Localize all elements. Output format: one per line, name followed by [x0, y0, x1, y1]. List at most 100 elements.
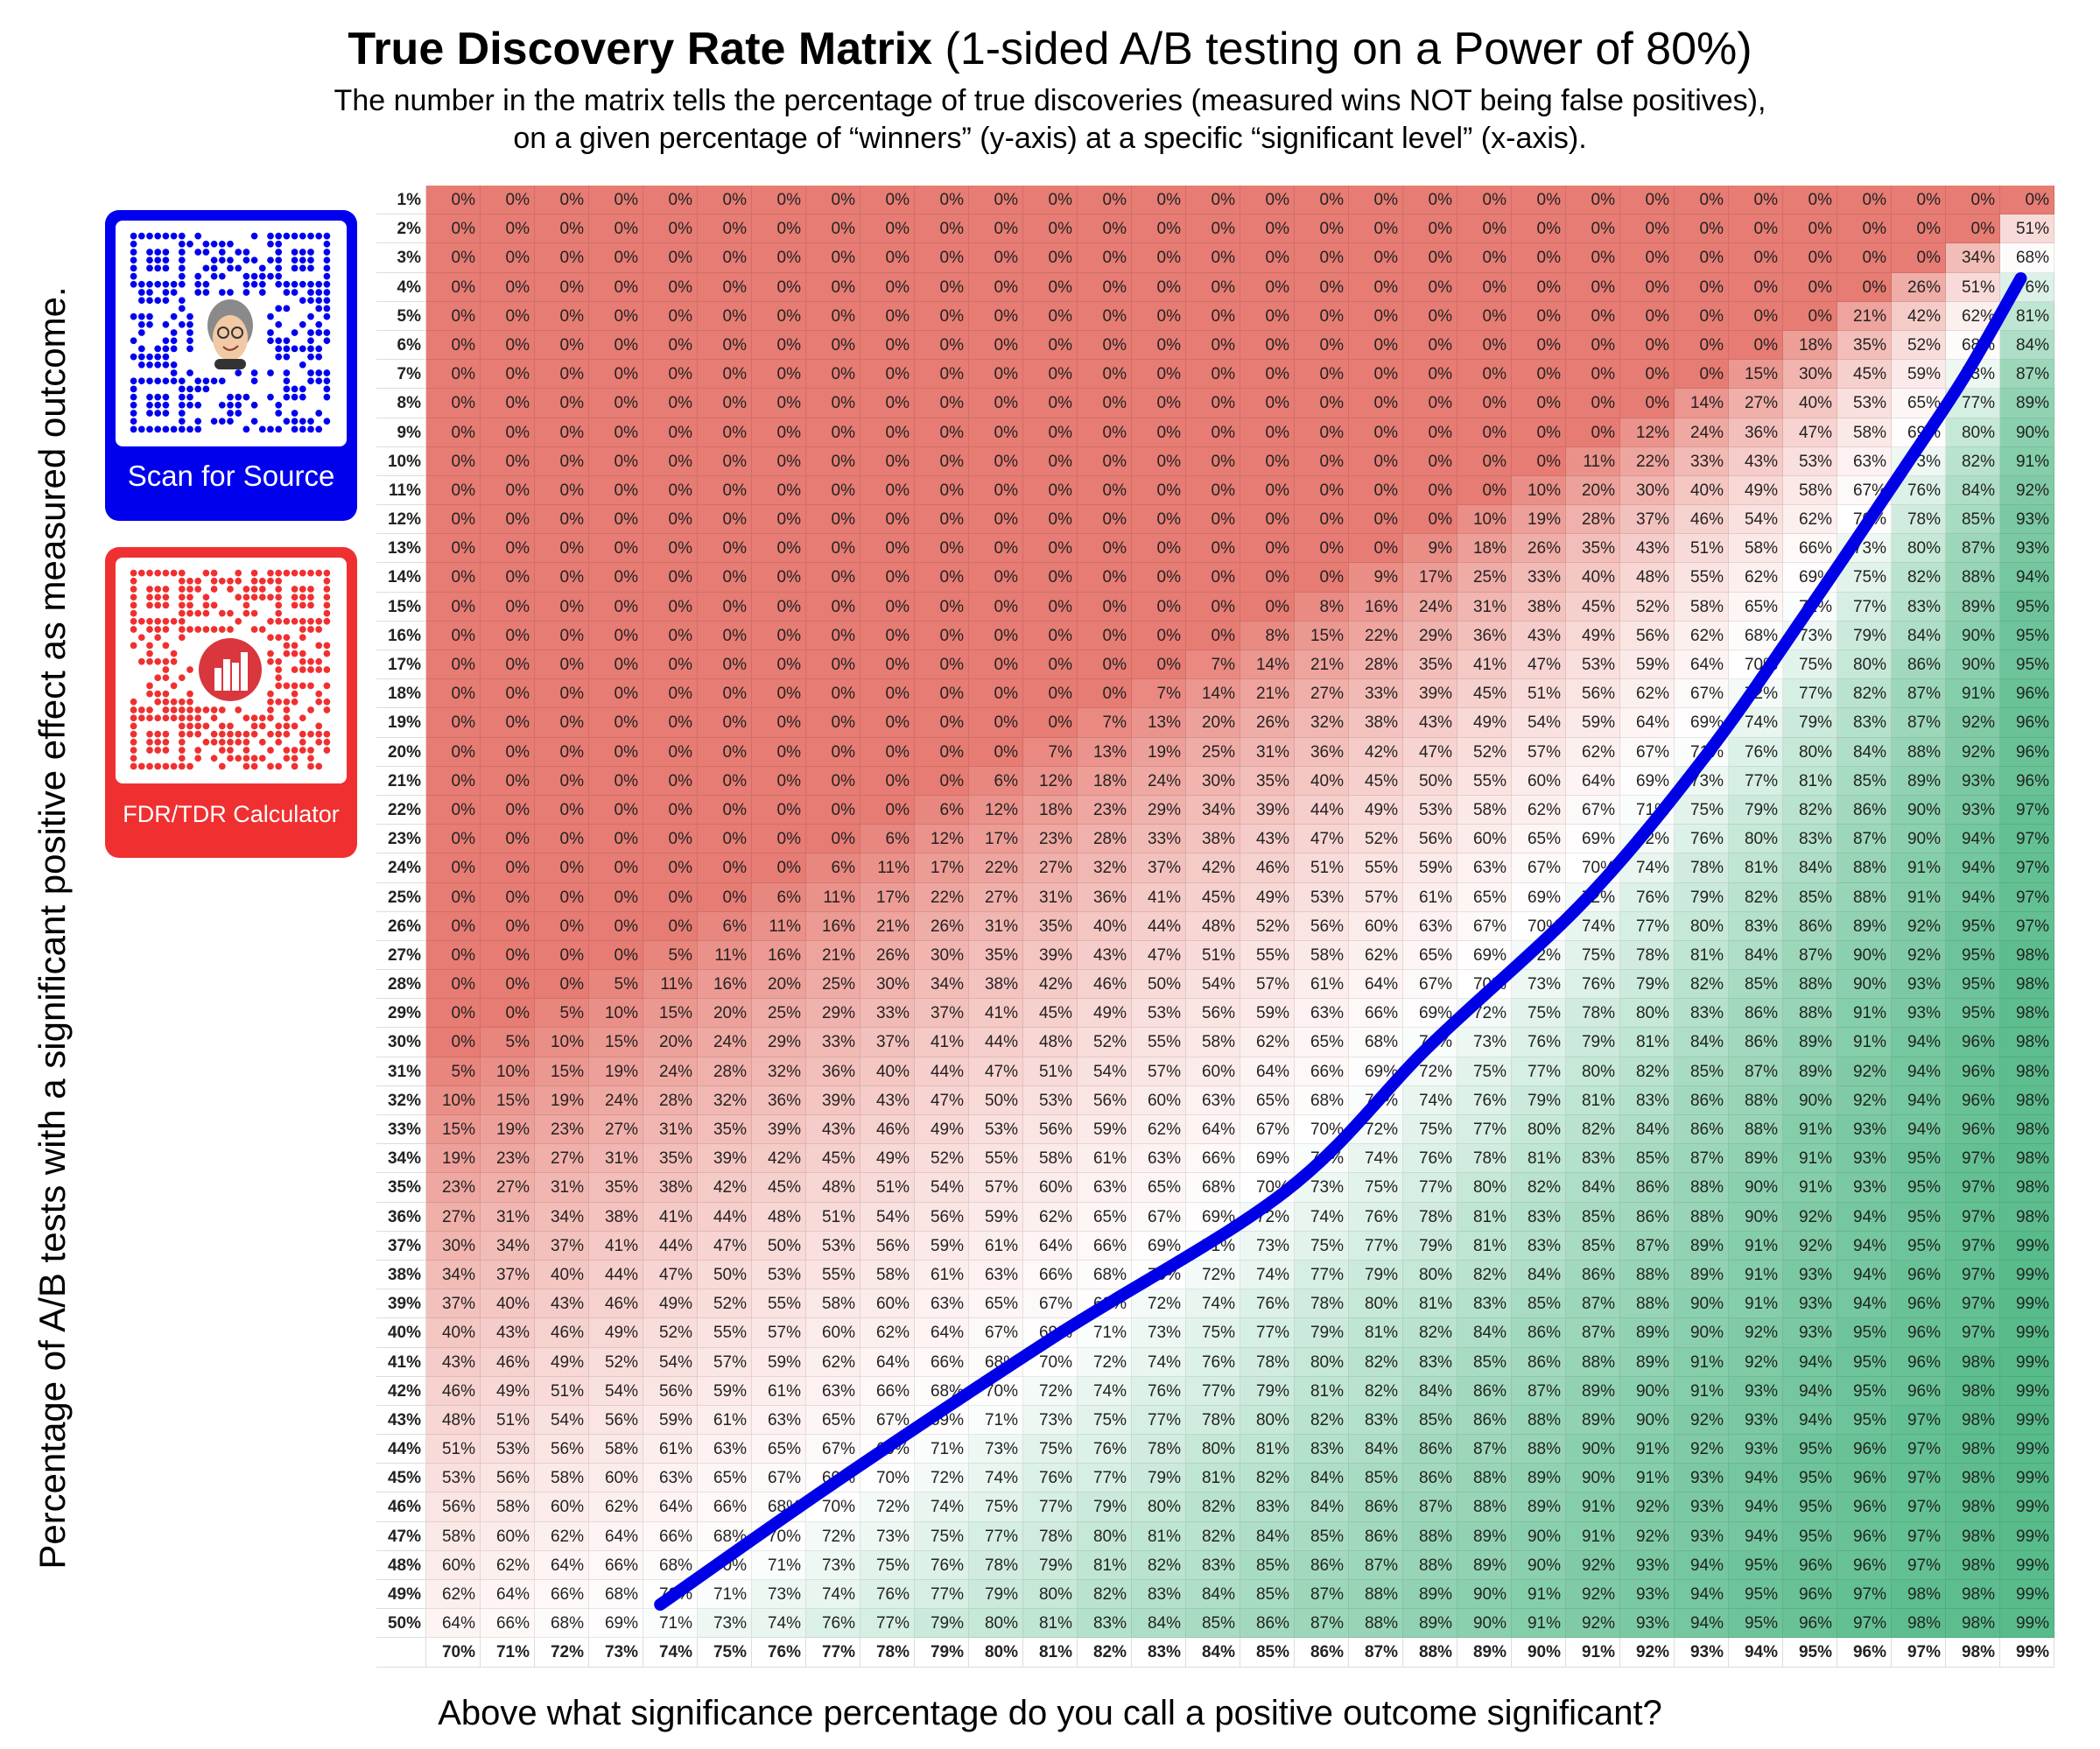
heatmap-cell: 85% — [1186, 1609, 1240, 1639]
qr-dot — [298, 385, 306, 393]
qr-code-source[interactable] — [116, 221, 347, 446]
qr-finder-dot — [154, 747, 162, 754]
qr-finder-dot — [146, 601, 153, 609]
heatmap-cell: 96% — [2000, 766, 2054, 796]
heatmap-cell: 75% — [1457, 1057, 1512, 1086]
heatmap-cell: 69% — [1078, 1289, 1132, 1319]
heatmap-cell: 84% — [1512, 1260, 1566, 1290]
heatmap-cell: 62% — [1023, 1202, 1078, 1232]
heatmap-cell: 11% — [1566, 446, 1620, 476]
heatmap-cell: 38% — [1186, 825, 1240, 854]
heatmap-cell: 72% — [1457, 999, 1512, 1029]
heatmap-cell: 0% — [2000, 186, 2054, 215]
heatmap-cell: 73% — [1295, 1173, 1349, 1203]
heatmap-cell: 26% — [1512, 534, 1566, 564]
heatmap-cell: 0% — [1349, 389, 1403, 418]
heatmap-cell: 88% — [1566, 1347, 1620, 1377]
heatmap-cell: 81% — [1512, 1144, 1566, 1174]
heatmap-cell: 85% — [1349, 1464, 1403, 1493]
qr-code-calculator[interactable] — [116, 558, 347, 783]
heatmap-cell: 98% — [2000, 1085, 2054, 1115]
qr-dot — [194, 232, 202, 240]
heatmap-cell: 14% — [1675, 389, 1729, 418]
heatmap-cell: 0% — [1186, 505, 1240, 535]
heatmap-cell: 31% — [1457, 592, 1512, 622]
heatmap-cell: 99% — [2000, 1347, 2054, 1377]
heatmap-cell: 87% — [1783, 940, 1837, 971]
scan-for-source-badge[interactable]: Scan for Source — [105, 210, 357, 521]
qr-finder-dot — [162, 401, 170, 409]
heatmap-cell: 70% — [1295, 1115, 1349, 1145]
heatmap-cell: 54% — [860, 1202, 915, 1232]
qr-finder-dot — [298, 280, 306, 288]
qr-dot — [275, 682, 283, 690]
qr-dot — [162, 297, 170, 305]
heatmap-cell: 71% — [1403, 1028, 1457, 1057]
heatmap-cell: 51% — [1023, 1057, 1078, 1086]
qr-dot — [194, 272, 202, 280]
heatmap-cell: 60% — [806, 1318, 860, 1348]
heatmap-cell: 0% — [806, 650, 860, 680]
qr-dot — [323, 642, 331, 650]
qr-dot — [291, 289, 298, 296]
heatmap-cell: 22% — [1349, 621, 1403, 650]
qr-dot — [315, 345, 323, 353]
heatmap-cell: 0% — [481, 534, 535, 564]
heatmap-cell: 84% — [1946, 475, 2000, 506]
fdr-tdr-calculator-badge[interactable]: FDR/TDR Calculator — [105, 547, 357, 858]
heatmap-cell: 77% — [1349, 1231, 1403, 1261]
qr-dot — [210, 264, 218, 272]
heatmap-cell: 89% — [1403, 1580, 1457, 1610]
heatmap-cell: 0% — [1620, 330, 1675, 361]
heatmap-cell: 58% — [1729, 534, 1783, 564]
heatmap-cell: 23% — [535, 1115, 589, 1145]
qr-finder-dot — [323, 264, 331, 272]
qr-finder-dot — [170, 714, 178, 722]
heatmap-cell: 89% — [1512, 1464, 1566, 1493]
heatmap-cell: 0% — [1078, 243, 1132, 273]
heatmap-cell: 79% — [1295, 1318, 1349, 1348]
heatmap-cell: 91% — [1837, 999, 1892, 1029]
qr-dot — [130, 337, 137, 345]
heatmap-cell: 87% — [2000, 360, 2054, 390]
heatmap-cell: 18% — [1783, 330, 1837, 361]
heatmap-cell: 73% — [969, 1435, 1023, 1465]
heatmap-cell: 0% — [1132, 650, 1186, 680]
qr-finder-dot — [298, 232, 306, 240]
qr-dot — [218, 272, 226, 280]
heatmap-cell: 37% — [860, 1028, 915, 1057]
heatmap-cell: 0% — [1078, 650, 1132, 680]
qr-finder-dot — [178, 385, 186, 393]
heatmap-cell: 0% — [1132, 186, 1186, 215]
heatmap-cell: 71% — [1783, 592, 1837, 622]
qr-finder-dot — [323, 240, 331, 248]
heatmap-cell: 0% — [915, 475, 969, 506]
heatmap-cell: 64% — [1675, 650, 1729, 680]
heatmap-cell: 45% — [1566, 592, 1620, 622]
heatmap-cell: 81% — [1457, 1202, 1512, 1232]
heatmap-cell: 90% — [1729, 1173, 1783, 1203]
heatmap-cell: 49% — [643, 1289, 698, 1319]
heatmap-cell: 90% — [1566, 1464, 1620, 1493]
heatmap-cell: 42% — [1349, 737, 1403, 767]
heatmap-cell: 0% — [481, 679, 535, 709]
qr-dot — [267, 762, 274, 770]
heatmap-cell: 94% — [1729, 1493, 1783, 1522]
heatmap-cell: 88% — [1783, 999, 1837, 1029]
heatmap-cell: 0% — [535, 360, 589, 390]
heatmap-cell: 0% — [752, 214, 806, 244]
heatmap-cell: 0% — [1620, 214, 1675, 244]
heatmap-cell: 0% — [1837, 214, 1892, 244]
heatmap-cell: 78% — [1295, 1289, 1349, 1319]
heatmap-cell: 95% — [1892, 1173, 1946, 1203]
heatmap-cell: 0% — [535, 330, 589, 361]
qr-finder-dot — [323, 617, 331, 625]
heatmap-cell: 56% — [1078, 1085, 1132, 1115]
heatmap-cell: 66% — [1186, 1144, 1240, 1174]
heatmap-cell: 72% — [1729, 679, 1783, 709]
heatmap-cell: 0% — [1566, 418, 1620, 447]
heatmap-cell: 79% — [1403, 1231, 1457, 1261]
heatmap-cell: 0% — [426, 882, 481, 912]
heatmap-cell: 98% — [1892, 1609, 1946, 1639]
heatmap-cell: 93% — [2000, 505, 2054, 535]
